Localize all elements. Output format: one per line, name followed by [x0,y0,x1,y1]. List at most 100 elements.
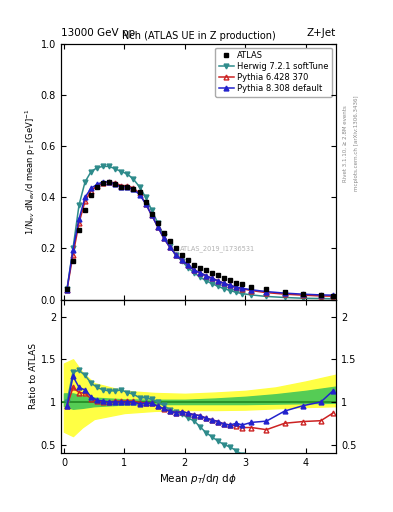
ATLAS [240,281,245,287]
ATLAS [234,280,239,286]
ATLAS [173,245,178,251]
Herwig 7.2.1 softTune [204,278,208,284]
ATLAS [282,289,287,295]
Pythia 6.428 370 [210,275,215,282]
ATLAS [143,199,148,205]
Pythia 6.428 370 [228,282,233,288]
Pythia 8.308 default [155,223,160,229]
Herwig 7.2.1 softTune [191,269,196,275]
ATLAS [64,286,69,292]
Pythia 8.308 default [167,244,172,250]
Pythia 6.428 370 [125,182,130,188]
Pythia 8.308 default [107,179,112,185]
Pythia 6.428 370 [95,182,99,188]
Pythia 8.308 default [77,216,81,222]
Pythia 6.428 370 [282,291,287,297]
Pythia 6.428 370 [191,267,196,273]
Pythia 6.428 370 [198,269,202,275]
ATLAS [331,292,335,298]
Pythia 6.428 370 [101,180,106,186]
Pythia 8.308 default [125,184,130,190]
Pythia 8.308 default [119,184,124,190]
Herwig 7.2.1 softTune [173,251,178,258]
Pythia 8.308 default [173,251,178,258]
Herwig 7.2.1 softTune [119,168,124,175]
Pythia 6.428 370 [89,187,94,194]
Pythia 8.308 default [95,181,99,187]
ATLAS [89,191,94,198]
Herwig 7.2.1 softTune [143,194,148,200]
Herwig 7.2.1 softTune [77,202,81,208]
Y-axis label: Ratio to ATLAS: Ratio to ATLAS [29,344,38,409]
Pythia 6.428 370 [173,251,178,258]
ATLAS [198,264,202,270]
Herwig 7.2.1 softTune [319,295,323,302]
ATLAS [83,207,88,213]
ATLAS [249,284,254,290]
Text: 13000 GeV pp: 13000 GeV pp [61,28,135,38]
ATLAS [155,220,160,226]
Herwig 7.2.1 softTune [222,286,226,292]
ATLAS [149,211,154,217]
Pythia 6.428 370 [131,185,136,191]
Pythia 8.308 default [113,181,118,187]
Pythia 6.428 370 [83,198,88,204]
Pythia 6.428 370 [216,278,220,284]
Pythia 6.428 370 [143,200,148,206]
Pythia 8.308 default [228,282,233,288]
Text: ATLAS_2019_I1736531: ATLAS_2019_I1736531 [180,245,255,252]
Herwig 7.2.1 softTune [210,281,215,287]
Pythia 6.428 370 [162,235,166,241]
Herwig 7.2.1 softTune [240,290,245,296]
Pythia 6.428 370 [137,190,142,196]
ATLAS [264,286,269,292]
Pythia 6.428 370 [264,289,269,295]
Pythia 6.428 370 [319,293,323,299]
ATLAS [113,181,118,187]
ATLAS [167,238,172,244]
Title: Nch (ATLAS UE in Z production): Nch (ATLAS UE in Z production) [121,31,275,41]
Pythia 6.428 370 [64,287,69,293]
Pythia 6.428 370 [107,179,112,185]
Herwig 7.2.1 softTune [264,293,269,300]
Pythia 8.308 default [234,284,239,290]
Pythia 8.308 default [249,287,254,293]
Pythia 6.428 370 [249,287,254,293]
Pythia 6.428 370 [240,286,245,292]
Herwig 7.2.1 softTune [131,176,136,182]
X-axis label: Mean $p_{T}$/d$\eta$ d$\phi$: Mean $p_{T}$/d$\eta$ d$\phi$ [160,472,237,486]
Text: mcplots.cern.ch [arXiv:1306.3436]: mcplots.cern.ch [arXiv:1306.3436] [354,96,359,191]
ATLAS [119,184,124,190]
Herwig 7.2.1 softTune [71,245,75,251]
Pythia 6.428 370 [167,244,172,250]
Herwig 7.2.1 softTune [249,292,254,298]
ATLAS [107,179,112,185]
Herwig 7.2.1 softTune [234,289,239,295]
Pythia 6.428 370 [204,272,208,279]
Pythia 8.308 default [191,267,196,273]
Pythia 6.428 370 [331,293,335,299]
Pythia 8.308 default [216,278,220,284]
Pythia 8.308 default [71,246,75,252]
Herwig 7.2.1 softTune [107,163,112,169]
Pythia 8.308 default [282,290,287,296]
Legend: ATLAS, Herwig 7.2.1 softTune, Pythia 6.428 370, Pythia 8.308 default: ATLAS, Herwig 7.2.1 softTune, Pythia 6.4… [215,48,332,97]
Pythia 8.308 default [222,281,226,287]
ATLAS [222,274,226,281]
ATLAS [204,267,208,273]
Herwig 7.2.1 softTune [228,287,233,293]
Herwig 7.2.1 softTune [155,220,160,226]
Pythia 6.428 370 [71,251,75,258]
Herwig 7.2.1 softTune [64,286,69,292]
Pythia 6.428 370 [222,281,226,287]
Pythia 8.308 default [131,186,136,193]
Pythia 6.428 370 [185,262,190,268]
ATLAS [77,227,81,233]
Herwig 7.2.1 softTune [101,163,106,169]
Herwig 7.2.1 softTune [95,164,99,170]
Herwig 7.2.1 softTune [216,283,220,289]
ATLAS [216,272,220,279]
Pythia 8.308 default [149,212,154,218]
ATLAS [191,262,196,268]
ATLAS [210,269,215,275]
